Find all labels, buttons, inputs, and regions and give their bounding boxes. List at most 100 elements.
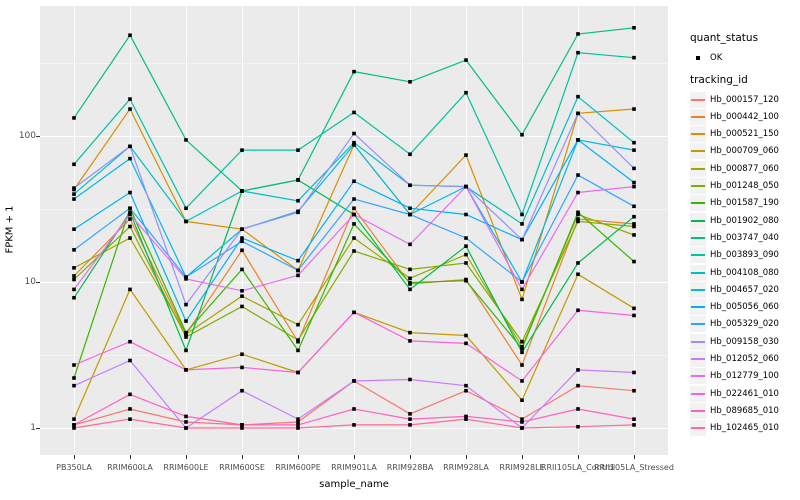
x-tick-mark	[186, 455, 187, 459]
x-tick-mark	[298, 455, 299, 459]
x-tick-label: RRIM600PE	[275, 463, 321, 472]
legend-key-line-icon	[690, 178, 706, 194]
quant-status-ok-point-icon	[690, 50, 706, 66]
gridline-major-x	[410, 6, 411, 455]
gridline-major-x	[578, 6, 579, 455]
x-tick-label: RRIM600SE	[219, 463, 265, 472]
legend-key-line-icon	[690, 402, 706, 419]
x-tick-label: RRIM600LE	[163, 463, 209, 472]
y-tick-label: 100	[18, 131, 36, 141]
gridline-major-x	[634, 6, 635, 455]
legend-item-label: Hb_003747_040	[710, 232, 779, 243]
gridline-major-x	[186, 6, 187, 455]
legend-item-Hb_089685_010: Hb_089685_010	[690, 402, 779, 419]
legend-key-line-icon	[690, 385, 706, 402]
legend-item-label: Hb_004657_020	[710, 284, 779, 295]
legend-key-line-icon	[690, 195, 706, 212]
legend-key-line-icon	[690, 420, 706, 437]
legend-item-label: Hb_000157_120	[710, 94, 779, 105]
legend-item-Hb_009158_030: Hb_009158_030	[690, 333, 779, 350]
legend-item-Hb_001587_190: Hb_001587_190	[690, 195, 779, 212]
legend-item-label: Hb_003893_090	[710, 250, 779, 261]
legend-key-line-icon	[690, 126, 706, 143]
x-tick-mark	[634, 455, 635, 459]
legend-item-label: Hb_000442_100	[710, 111, 779, 122]
legend-key-line-icon	[690, 351, 706, 367]
legend-item-Hb_004657_020: Hb_004657_020	[690, 281, 779, 298]
y-axis-title: FPKM + 1	[4, 205, 16, 254]
x-tick-mark	[74, 455, 75, 459]
legend-key-line-icon	[690, 299, 706, 316]
legend-key-line-icon	[690, 229, 706, 246]
legend-key-line-icon	[690, 281, 706, 298]
legend-item-Hb_000521_150: Hb_000521_150	[690, 126, 779, 143]
x-tick-label: RRII105LA_Stressed	[594, 463, 674, 472]
x-axis-title: sample_name	[319, 479, 389, 490]
legend-item-label: Hb_005329_020	[710, 319, 779, 330]
legend-key-line-icon	[690, 333, 706, 350]
legend-key-line-icon	[690, 368, 706, 385]
y-tick-label: 1	[30, 423, 36, 433]
plot-panel	[40, 6, 668, 455]
legend-item-label: Hb_000709_060	[710, 146, 779, 157]
gridline-major-x	[354, 6, 355, 455]
legend-item-Hb_003893_090: Hb_003893_090	[690, 247, 779, 264]
x-tick-label: RRIM928LA	[443, 463, 489, 472]
legend-key-line-icon	[690, 316, 706, 333]
legend-item-Hb_000157_120: Hb_000157_120	[690, 91, 779, 108]
legend-item-label: Hb_000877_060	[710, 163, 779, 174]
legend-item-quant-ok: OK	[690, 49, 722, 66]
legend-key-line-icon	[690, 160, 706, 177]
legend-key-line-icon	[690, 264, 706, 281]
legend-item-Hb_012052_060: Hb_012052_060	[690, 351, 779, 368]
y-tick-mark	[36, 428, 40, 429]
legend-key-line-icon	[690, 108, 706, 125]
x-tick-label: PB350LA	[56, 463, 92, 472]
legend-item-label: Hb_004108_080	[710, 267, 779, 278]
legend-key-line-icon	[690, 247, 706, 264]
x-tick-mark	[242, 455, 243, 459]
legend-item-label: Hb_009158_030	[710, 336, 779, 347]
legend-item-Hb_022461_010: Hb_022461_010	[690, 385, 779, 402]
y-tick-mark	[36, 136, 40, 137]
gridline-major-x	[242, 6, 243, 455]
legend-item-label: Hb_001902_080	[710, 215, 779, 226]
legend-item-Hb_000442_100: Hb_000442_100	[690, 108, 779, 125]
legend-item-label: Hb_001587_190	[710, 198, 779, 209]
legend-item-Hb_000877_060: Hb_000877_060	[690, 160, 779, 177]
x-tick-label: RRII105LA_Control	[540, 463, 616, 472]
x-tick-mark	[578, 455, 579, 459]
legend-item-label: Hb_012052_060	[710, 354, 779, 364]
x-tick-mark	[410, 455, 411, 459]
x-tick-mark	[522, 455, 523, 459]
gridline-major-x	[74, 6, 75, 455]
y-tick-label: 10	[24, 277, 36, 287]
legend-item-Hb_102465_010: Hb_102465_010	[690, 420, 779, 437]
x-tick-mark	[130, 455, 131, 459]
legend-item-label: Hb_005056_060	[710, 302, 779, 313]
legend-key-line-icon	[690, 91, 706, 108]
gridline-major-x	[466, 6, 467, 455]
x-tick-label: RRIM928LE	[499, 463, 545, 472]
legend-item-label: Hb_012779_100	[710, 371, 779, 382]
x-tick-label: RRIM901LA	[331, 463, 377, 472]
x-tick-label: RRIM928BA	[386, 463, 434, 472]
legend-item-Hb_003747_040: Hb_003747_040	[690, 229, 779, 246]
y-tick-mark	[36, 282, 40, 283]
x-tick-mark	[354, 455, 355, 459]
gridline-major-x	[522, 6, 523, 455]
legend-item-label: Hb_102465_010	[710, 423, 779, 434]
legend-item-label: Hb_022461_010	[710, 388, 779, 399]
legend-item-label: Hb_089685_010	[710, 405, 779, 416]
legend-item-Hb_001902_080: Hb_001902_080	[690, 212, 779, 229]
x-tick-label: RRIM600LA	[107, 463, 153, 472]
legend-item-Hb_000709_060: Hb_000709_060	[690, 143, 779, 160]
legend-item-label: Hb_000521_150	[710, 129, 779, 140]
gridline-major-x	[130, 6, 131, 455]
legend-title-quant-status: quant_status	[690, 32, 759, 44]
legend-key-line-icon	[690, 143, 706, 160]
x-tick-mark	[466, 455, 467, 459]
gridline-major-x	[298, 6, 299, 455]
legend-item-Hb_005056_060: Hb_005056_060	[690, 299, 779, 316]
legend-title-tracking-id: tracking_id	[690, 74, 748, 86]
